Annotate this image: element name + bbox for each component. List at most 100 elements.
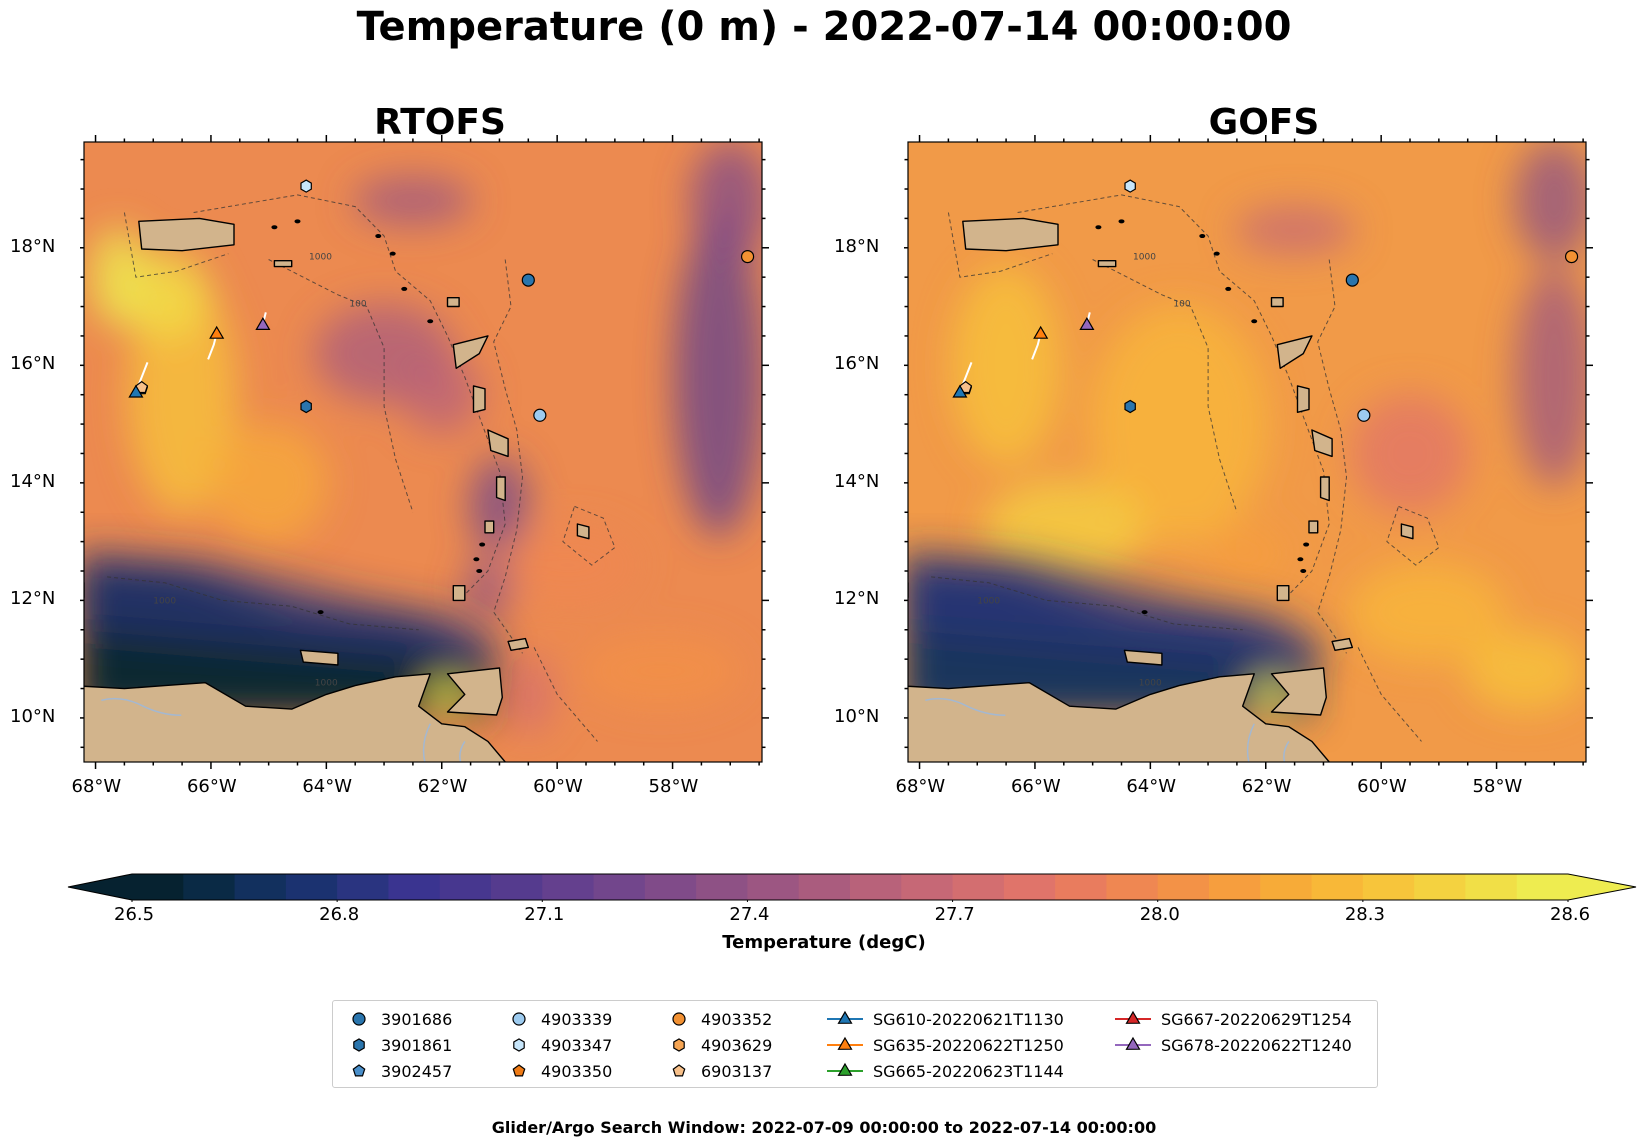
contour-label: 100: [1173, 300, 1190, 310]
legend-label: 4903339: [541, 1009, 613, 1029]
legend-label: 4903347: [541, 1035, 613, 1055]
islet: [294, 219, 301, 224]
colorbar-tick-label: 27.1: [524, 904, 565, 925]
legend-item: 4903352: [665, 1007, 772, 1031]
colorbar-tick-label: 28.6: [1550, 904, 1591, 925]
legend-label: 3901686: [381, 1009, 453, 1029]
lat-tick-label: 18°N: [10, 235, 56, 257]
contour-label: 1000: [1139, 679, 1162, 689]
colorbar-tick-label: 26.5: [114, 904, 155, 925]
lon-tick-label: 62°W: [1241, 776, 1292, 797]
legend-item: 4903629: [665, 1033, 772, 1057]
colorbar-segment: [798, 874, 851, 900]
islet: [271, 225, 278, 230]
colorbar-tick-label: 28.3: [1344, 904, 1385, 925]
colorbar-segment: [183, 874, 236, 900]
marker-SG678-20220622T1240: [1079, 317, 1095, 330]
lon-tick-label: 66°W: [186, 776, 237, 797]
contour-label: 1000: [1133, 253, 1156, 263]
legend-item: 4903350: [505, 1059, 612, 1083]
colorbar-tick-label: 27.4: [729, 904, 770, 925]
colorbar-segment: [952, 874, 1005, 900]
colorbar-extend-low: [68, 874, 132, 900]
legend-label: 3902457: [381, 1061, 453, 1081]
legend-marker-icon: [827, 1062, 863, 1076]
margarita-island: [299, 649, 339, 666]
colorbar-segment: [1055, 874, 1108, 900]
islet: [375, 234, 382, 239]
islet: [1297, 557, 1304, 562]
colorbar-segment: [1209, 874, 1261, 900]
marker-SG635-20220622T1250: [1033, 325, 1049, 339]
marker-SG610-20220621T1130: [952, 384, 968, 398]
lon-tick-label: 64°W: [1126, 776, 1177, 797]
south-america-landmass: [908, 673, 1331, 762]
colorbar-segment: [1106, 874, 1159, 900]
colorbar-segment: [388, 874, 441, 900]
lat-tick-label: 16°N: [834, 353, 880, 375]
contour-label: 1000: [977, 596, 1000, 606]
martinique-island: [1311, 429, 1333, 458]
panel-title-gofs: GOFS: [1208, 102, 1320, 143]
legend-marker-icon: [353, 1038, 365, 1052]
islet: [473, 557, 480, 562]
islet: [479, 542, 486, 547]
legend-item: 3901861: [345, 1033, 452, 1057]
barbados-island: [1400, 523, 1414, 540]
legend-item: 4903339: [505, 1007, 612, 1031]
legend-marker-icon: [827, 1010, 863, 1024]
contour-label: 1000: [153, 596, 176, 606]
south-america-landmass: [84, 673, 507, 762]
legend-marker-icon: [672, 1064, 686, 1077]
legend-marker-icon: [352, 1012, 366, 1026]
tobago-island: [507, 637, 529, 651]
legend-label: 4903352: [701, 1009, 773, 1029]
islet: [1095, 225, 1102, 230]
contour-label: 100: [349, 300, 366, 310]
islet: [1118, 219, 1125, 224]
marker-4903347: [1124, 179, 1136, 193]
contour-label: 1000: [309, 253, 332, 263]
legend-item: 6903137: [665, 1059, 772, 1083]
legend-marker-icon: [512, 1064, 526, 1077]
contour-label: 1000: [315, 679, 338, 689]
legend-label: 4903629: [701, 1035, 773, 1055]
islet: [427, 319, 434, 324]
lon-tick-label: 58°W: [648, 776, 699, 797]
colorbar-segment: [593, 874, 646, 900]
puerto-rico-island: [138, 217, 235, 252]
tobago-island: [1331, 637, 1353, 651]
marker-4903339: [533, 408, 547, 422]
lat-tick-label: 12°N: [10, 588, 56, 610]
islet: [317, 610, 324, 615]
colorbar-extend-high: [1568, 874, 1636, 900]
marker-SG635-20220622T1250: [209, 325, 225, 339]
legend-marker-icon: [1115, 1010, 1151, 1024]
islet: [1225, 286, 1232, 291]
legend-item: SG635-20220622T1250: [825, 1033, 1064, 1057]
trinidad-island: [446, 667, 503, 716]
colorbar-segment: [1516, 874, 1569, 900]
colorbar-segment: [337, 874, 390, 900]
grenada-island: [1276, 585, 1290, 602]
colorbar-segment: [234, 874, 287, 900]
figure-title: Temperature (0 m) - 2022-07-14 00:00:00: [356, 4, 1292, 50]
legend-item: SG667-20220629T1254: [1113, 1007, 1352, 1031]
colorbar: [67, 873, 1637, 902]
dominica-island: [1296, 385, 1310, 413]
marker-3901861: [300, 399, 312, 414]
st-vincent-island: [1308, 520, 1319, 534]
colorbar-segment: [747, 874, 800, 900]
colorbar-segment: [132, 874, 184, 900]
islet: [1199, 234, 1206, 239]
guadeloupe-island: [1276, 335, 1313, 370]
map-frame: [907, 141, 1587, 763]
colorbar-segment: [491, 874, 543, 900]
st-vincent-island: [484, 520, 495, 534]
marker-3901686: [1345, 273, 1359, 287]
islet: [1141, 610, 1148, 615]
legend-label: SG667-20220629T1254: [1161, 1009, 1352, 1029]
colorbar-segment: [439, 874, 492, 900]
guadeloupe-island: [452, 335, 489, 370]
colorbar-segment: [1003, 874, 1056, 900]
